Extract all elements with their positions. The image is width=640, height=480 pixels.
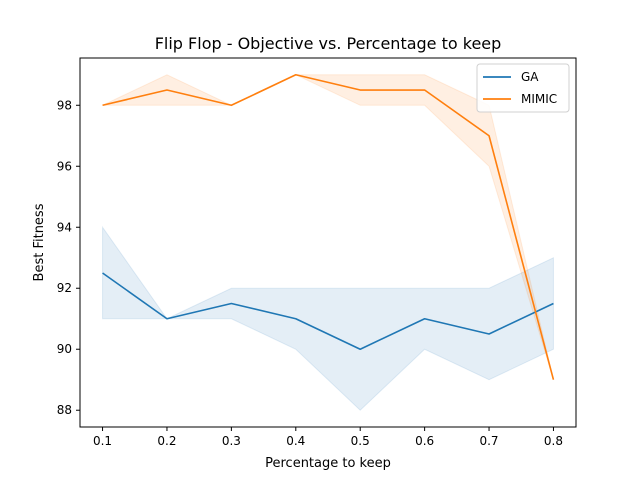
x-axis-ticks: 0.1 0.2 0.3 0.4 0.5 0.6 0.7 0.8 [93,427,563,448]
y-axis-label: Best Fitness [32,203,47,281]
y-tick-label: 90 [57,342,72,356]
mimic-line [102,73,555,380]
y-tick-label: 94 [57,220,72,234]
x-tick-label: 0.3 [222,434,241,448]
x-tick-label: 0.7 [479,434,498,448]
series-lines [102,73,555,380]
legend: GA MIMIC [476,63,570,113]
x-tick-label: 0.1 [93,434,112,448]
x-tick-label: 0.2 [157,434,176,448]
plot-frame [79,57,577,428]
y-axis-ticks: 88 90 92 94 96 98 [57,98,80,417]
ga-confidence-band [102,225,554,411]
legend-label-mimic: MIMIC [521,92,557,106]
chart-title: Flip Flop - Objective vs. Percentage to … [155,34,502,53]
x-axis-label: Percentage to keep [265,456,391,471]
y-tick-label: 98 [57,98,72,112]
y-tick-label: 88 [57,403,72,417]
x-tick-label: 0.8 [544,434,563,448]
y-tick-label: 92 [57,281,72,295]
x-tick-label: 0.5 [351,434,370,448]
legend-label-ga: GA [521,70,539,84]
legend-box [476,63,570,113]
x-tick-label: 0.6 [415,434,434,448]
x-tick-label: 0.4 [286,434,305,448]
y-tick-label: 96 [57,159,72,173]
ga-line [102,272,554,351]
